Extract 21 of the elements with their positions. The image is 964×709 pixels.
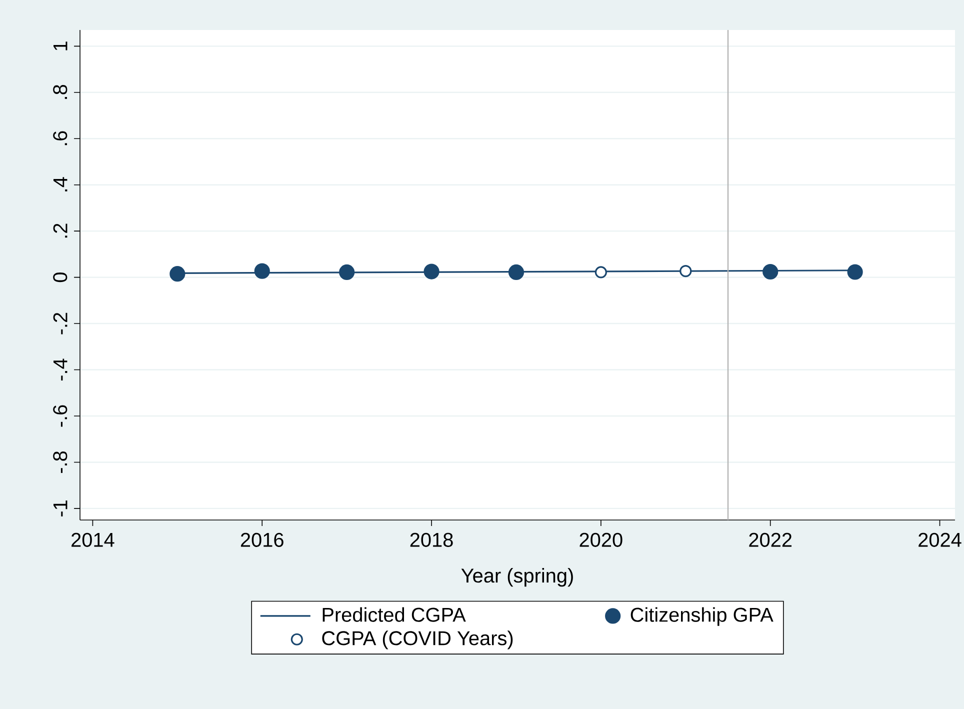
x-tick-label: 2020 [580,532,622,547]
y-tick-label: -.8 [53,451,68,473]
y-tick-label: -.4 [53,358,68,380]
legend-label: Citizenship GPA [630,607,774,626]
y-tick-label: .8 [53,84,68,99]
y-tick-label: .6 [53,131,68,146]
x-tick-label: 2022 [749,532,792,547]
y-tick-label: 0 [53,272,68,282]
legend-label: CGPA (COVID Years) [322,630,513,650]
y-tick-label: -.2 [53,312,68,334]
y-tick-label: 1 [53,42,68,50]
y-tick-label: -.6 [53,405,68,427]
legend-label: Predicted CGPA [322,607,466,622]
x-axis-title: Year (spring) [461,568,573,587]
x-tick-label: 2018 [410,532,453,547]
y-tick-label: .2 [53,224,68,238]
x-tick-label: 2016 [240,532,284,547]
x-tick-label: 2024 [918,532,962,547]
x-tick-label: 2014 [72,532,114,547]
y-tick-label: .4 [53,177,68,192]
y-tick-label: -1 [53,500,68,516]
